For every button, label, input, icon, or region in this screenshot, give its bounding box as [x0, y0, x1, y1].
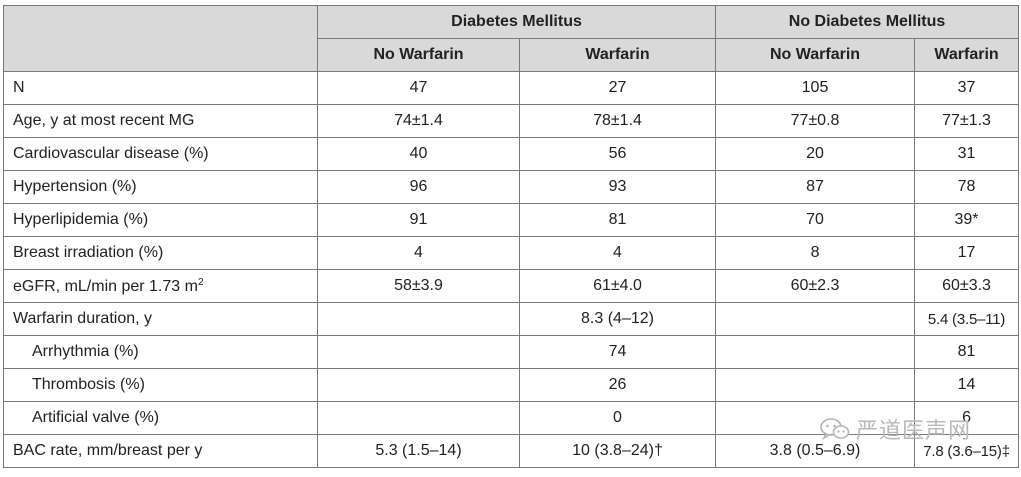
table-row: Hyperlipidemia (%) 91 81 70 39* [3, 203, 1020, 237]
table-cell: 78 [914, 170, 1020, 204]
table-cell: 56 [518, 137, 717, 171]
table-cell: 8 [715, 236, 916, 270]
table-cell: 27 [518, 71, 717, 105]
table-cell: 91 [317, 203, 520, 237]
row-label: Breast irradiation (%) [3, 236, 318, 270]
table-cell: 60±2.3 [715, 269, 916, 303]
header-dm-warfarin: Warfarin [518, 38, 717, 72]
row-label: N [3, 71, 318, 105]
table-cell: 40 [317, 137, 520, 171]
table-cell: 77±0.8 [715, 104, 916, 138]
table-cell: 47 [317, 71, 520, 105]
table-cell: 70 [715, 203, 916, 237]
table-cell [317, 302, 520, 336]
table-cell: 6 [914, 401, 1020, 435]
table-cell: 10 (3.8–24)† [518, 434, 717, 468]
row-label: eGFR, mL/min per 1.73 m2 [3, 269, 318, 303]
table-cell [715, 401, 916, 435]
table-row: Thrombosis (%) 26 14 [3, 368, 1020, 402]
table-cell: 37 [914, 71, 1020, 105]
table-cell: 20 [715, 137, 916, 171]
table-cell [317, 401, 520, 435]
row-label-superscript: 2 [197, 276, 204, 288]
row-label: Warfarin duration, y [3, 302, 318, 336]
table-cell: 87 [715, 170, 916, 204]
table-cell [715, 302, 916, 336]
row-label: Artificial valve (%) [3, 401, 318, 435]
table-cell: 5.3 (1.5–14) [317, 434, 520, 468]
table-cell [715, 335, 916, 369]
data-table: Diabetes Mellitus No Diabetes Mellitus N… [3, 5, 1020, 468]
table-row: Cardiovascular disease (%) 40 56 20 31 [3, 137, 1020, 171]
table-cell: 105 [715, 71, 916, 105]
table-cell: 78±1.4 [518, 104, 717, 138]
table-cell: 0 [518, 401, 717, 435]
row-label: BAC rate, mm/breast per y [3, 434, 318, 468]
table-cell [317, 335, 520, 369]
table-row: BAC rate, mm/breast per y 5.3 (1.5–14) 1… [3, 434, 1020, 468]
table-row: Arrhythmia (%) 74 81 [3, 335, 1020, 369]
row-label: Thrombosis (%) [3, 368, 318, 402]
table-cell: 77±1.3 [914, 104, 1020, 138]
table-cell: 3.8 (0.5–6.9) [715, 434, 916, 468]
table-row: Hypertension (%) 96 93 87 78 [3, 170, 1020, 204]
header-dm-no-warfarin: No Warfarin [317, 38, 520, 72]
table-row: eGFR, mL/min per 1.73 m2 58±3.9 61±4.0 6… [3, 269, 1020, 303]
table-cell: 61±4.0 [518, 269, 717, 303]
row-label-text: eGFR, mL/min per 1.73 m [13, 277, 198, 295]
header-group-no-diabetes: No Diabetes Mellitus [715, 5, 1020, 39]
row-label: Cardiovascular disease (%) [3, 137, 318, 171]
table-cell: 74 [518, 335, 717, 369]
table-row: Breast irradiation (%) 4 4 8 17 [3, 236, 1020, 270]
table-row: N 47 27 105 37 [3, 71, 1020, 105]
table-cell: 17 [914, 236, 1020, 270]
table-cell: 60±3.3 [914, 269, 1020, 303]
table-cell: 93 [518, 170, 717, 204]
table-cell: 14 [914, 368, 1020, 402]
table-cell: 58±3.9 [317, 269, 520, 303]
table-cell: 74±1.4 [317, 104, 520, 138]
header-group-diabetes: Diabetes Mellitus [316, 5, 717, 39]
table-row: Age, y at most recent MG 74±1.4 78±1.4 7… [3, 104, 1020, 138]
table-cell: 96 [317, 170, 520, 204]
row-label: Arrhythmia (%) [3, 335, 318, 369]
table-cell: 5.4 (3.5–11) [914, 302, 1020, 336]
table-cell: 81 [914, 335, 1020, 369]
table-cell [715, 368, 916, 402]
header-nodm-warfarin: Warfarin [914, 38, 1020, 72]
row-label: Hyperlipidemia (%) [3, 203, 318, 237]
table-cell: 81 [518, 203, 717, 237]
table-cell [317, 368, 520, 402]
table-cell: 7.8 (3.6–15)‡ [914, 434, 1020, 468]
table-cell: 4 [518, 236, 717, 270]
table-cell: 39* [914, 203, 1020, 237]
header-corner [3, 5, 318, 72]
table-cell: 26 [518, 368, 717, 402]
table-cell: 31 [914, 137, 1020, 171]
header-nodm-no-warfarin: No Warfarin [715, 38, 916, 72]
row-label: Age, y at most recent MG [3, 104, 318, 138]
table-row: Artificial valve (%) 0 6 [3, 401, 1020, 435]
table-row: Warfarin duration, y 8.3 (4–12) 5.4 (3.5… [3, 302, 1020, 336]
row-label: Hypertension (%) [3, 170, 318, 204]
table-cell: 4 [317, 236, 520, 270]
table-cell: 8.3 (4–12) [518, 302, 717, 336]
